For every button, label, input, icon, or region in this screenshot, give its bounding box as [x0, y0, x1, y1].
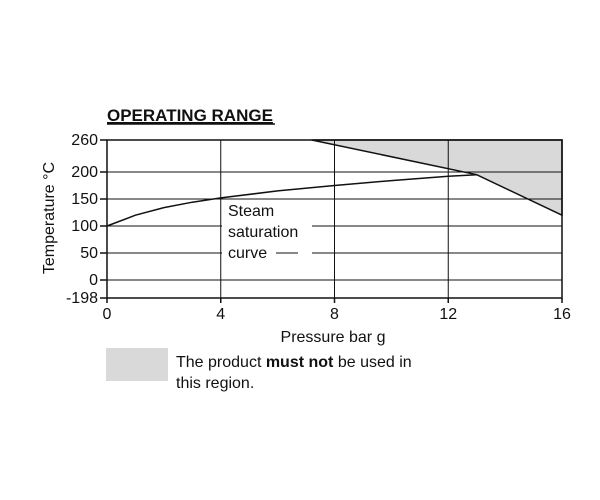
y-tick-label: 50: [80, 245, 98, 262]
legend: The product must not be used in this reg…: [106, 348, 436, 398]
legend-text-after: be used in this region.: [176, 354, 412, 392]
chart-title: OPERATING RANGE: [107, 106, 273, 125]
curve-annotation-line: Steam: [228, 203, 274, 220]
x-axis-label: Pressure bar g: [281, 329, 386, 346]
y-tick-label: 200: [71, 164, 98, 181]
legend-text: The product must not be used in this reg…: [176, 352, 436, 394]
curve-annotation-line: curve: [228, 245, 267, 262]
x-tick-label: 0: [103, 306, 112, 323]
legend-swatch: [106, 348, 168, 381]
legend-text-bold: must not: [265, 354, 334, 371]
steam-saturation-curve: [106, 173, 477, 227]
y-tick-label: 260: [71, 132, 98, 149]
x-tick-label: 8: [330, 306, 339, 323]
y-tick-label: -198: [66, 290, 98, 307]
y-tick-label: 0: [89, 272, 98, 289]
x-tick-label: 4: [216, 306, 225, 323]
y-tick-label: 150: [71, 191, 98, 208]
x-tick-label: 16: [553, 306, 571, 323]
y-axis-label: Temperature °C: [41, 162, 58, 274]
curve-annotation-line: saturation: [228, 224, 298, 241]
x-tick-label: 12: [439, 306, 457, 323]
y-tick-label: 100: [71, 218, 98, 235]
legend-text-before: The product: [176, 354, 266, 371]
